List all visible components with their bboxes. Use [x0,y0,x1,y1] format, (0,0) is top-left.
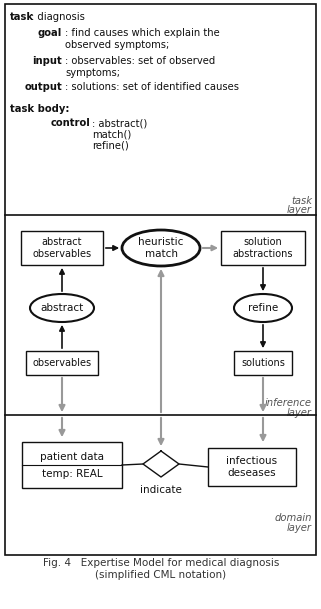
Text: : abstract(): : abstract() [92,118,147,128]
Text: goal: goal [38,28,62,38]
Bar [208,448,296,486]
Text: symptoms;: symptoms; [65,68,120,77]
Text: temp: REAL: temp: REAL [42,469,102,479]
Bar [221,231,305,265]
Text: layer: layer [287,408,312,418]
Text: domain: domain [274,513,312,523]
Bar [21,231,103,265]
Text: task: task [10,12,34,22]
Text: layer: layer [287,205,312,215]
Text: match(): match() [92,130,131,139]
Text: observables: observables [32,358,91,368]
Text: infectious
deseases: infectious deseases [226,456,278,478]
Text: abstract: abstract [40,303,84,313]
Text: refine(): refine() [92,141,129,151]
Text: : find causes which explain the: : find causes which explain the [65,28,220,38]
Text: observed symptoms;: observed symptoms; [65,40,169,49]
Text: solutions: solutions [241,358,285,368]
Ellipse shape [30,294,94,322]
Text: refine: refine [248,303,278,313]
Text: inference: inference [265,398,312,408]
Ellipse shape [122,230,200,266]
Text: indicate: indicate [140,485,182,495]
Text: control: control [50,118,90,128]
Text: heuristic
match: heuristic match [138,237,184,259]
Text: task body:: task body: [10,104,70,114]
Text: solution
abstractions: solution abstractions [233,237,293,259]
Text: abstract
observables: abstract observables [32,237,91,259]
Bar [22,442,122,488]
Text: Fig. 4   Expertise Model for medical diagnosis
(simplified CML notation): Fig. 4 Expertise Model for medical diagn… [43,558,279,580]
Text: patient data: patient data [40,452,104,462]
Text: : solutions: set of identified causes: : solutions: set of identified causes [65,82,239,92]
Text: layer: layer [287,523,312,533]
Text: task: task [291,196,312,206]
Text: output: output [24,82,62,92]
Bar [26,351,98,375]
Text: : diagnosis: : diagnosis [31,12,85,22]
Bar [234,351,292,375]
Ellipse shape [234,294,292,322]
Text: input: input [32,56,62,66]
Text: : observables: set of observed: : observables: set of observed [65,56,215,66]
